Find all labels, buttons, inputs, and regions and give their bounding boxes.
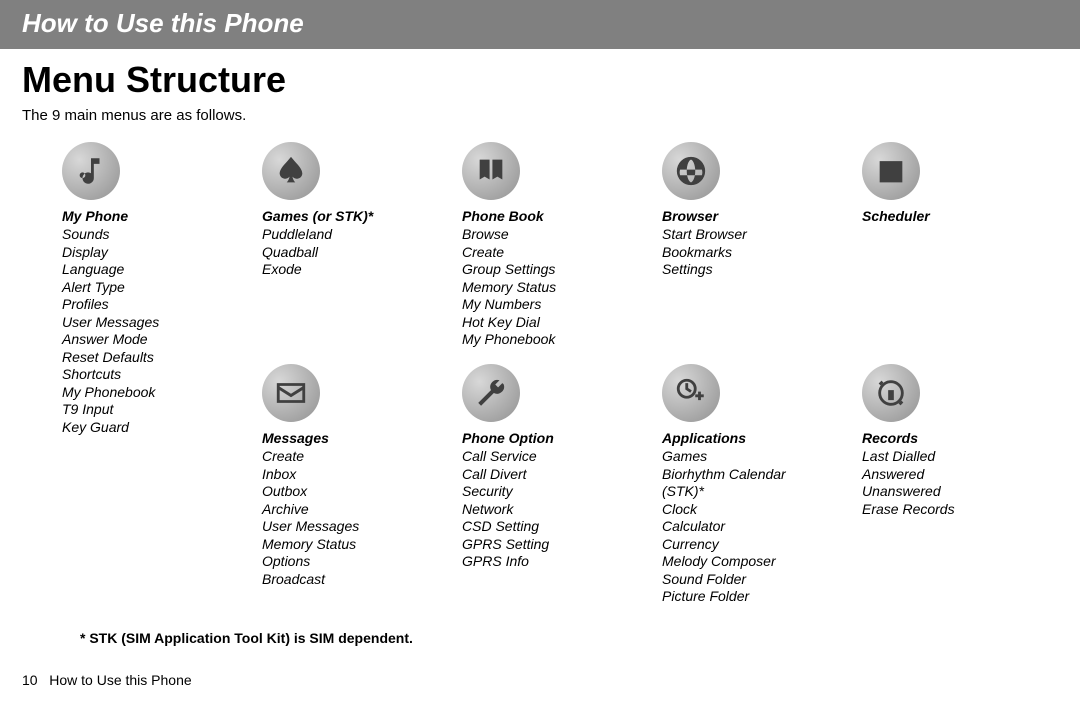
menu-grid: My Phone Sounds Display Language Alert T… — [22, 142, 1058, 622]
list-item: Quadball — [262, 244, 373, 262]
clock-plus-minus-icon — [662, 364, 720, 422]
page-title: Menu Structure — [22, 59, 1058, 101]
menu-phonebook: Phone Book Browse Create Group Settings … — [462, 142, 556, 349]
page-subtitle: The 9 main menus are as follows. — [22, 107, 1058, 124]
list-item: Display — [62, 244, 159, 262]
list-item: Broadcast — [262, 571, 359, 589]
globe-icon — [662, 142, 720, 200]
list-item: Answered — [862, 466, 955, 484]
list-item: Archive — [262, 501, 359, 519]
info-arrows-icon — [862, 364, 920, 422]
menu-myphone: My Phone Sounds Display Language Alert T… — [62, 142, 159, 436]
list-item: Security — [462, 483, 554, 501]
page-number: 10 — [22, 672, 38, 688]
list-item: Currency — [662, 536, 786, 554]
envelope-icon — [262, 364, 320, 422]
menu-title: Browser — [662, 208, 747, 224]
list-item: Clock — [662, 501, 786, 519]
list-item: Alert Type — [62, 279, 159, 297]
menu-phoneoption: Phone Option Call Service Call Divert Se… — [462, 364, 554, 571]
list-item: Profiles — [62, 296, 159, 314]
menu-title: Phone Option — [462, 430, 554, 446]
list-item: Last Dialled — [862, 448, 955, 466]
list-item: Options — [262, 553, 359, 571]
menu-scheduler: Scheduler — [862, 142, 930, 226]
list-item: User Messages — [62, 314, 159, 332]
menu-messages: Messages Create Inbox Outbox Archive Use… — [262, 364, 359, 588]
list-item: Puddleland — [262, 226, 373, 244]
list-item: Reset Defaults — [62, 349, 159, 367]
list-item: Unanswered — [862, 483, 955, 501]
spade-icon — [262, 142, 320, 200]
wrench-icon — [462, 364, 520, 422]
menu-title: Applications — [662, 430, 786, 446]
menu-items: Browse Create Group Settings Memory Stat… — [462, 226, 556, 349]
section-header: How to Use this Phone — [0, 0, 1080, 49]
list-item: Picture Folder — [662, 588, 786, 606]
menu-items: Last Dialled Answered Unanswered Erase R… — [862, 448, 955, 518]
list-item: Network — [462, 501, 554, 519]
menu-items: Puddleland Quadball Exode — [262, 226, 373, 279]
list-item: Key Guard — [62, 419, 159, 437]
menu-title: My Phone — [62, 208, 159, 224]
list-item: T9 Input — [62, 401, 159, 419]
page-content: Menu Structure The 9 main menus are as f… — [0, 49, 1080, 646]
list-item: Biorhythm Calendar — [662, 466, 786, 484]
menu-records: Records Last Dialled Answered Unanswered… — [862, 364, 955, 518]
list-item: Call Divert — [462, 466, 554, 484]
list-item: (STK)* — [662, 483, 786, 501]
book-icon — [462, 142, 520, 200]
list-item: Bookmarks — [662, 244, 747, 262]
list-item: GPRS Info — [462, 553, 554, 571]
menu-items: Games Biorhythm Calendar (STK)* Clock Ca… — [662, 448, 786, 606]
list-item: GPRS Setting — [462, 536, 554, 554]
list-item: Exode — [262, 261, 373, 279]
menu-title: Records — [862, 430, 955, 446]
list-item: My Numbers — [462, 296, 556, 314]
list-item: Start Browser — [662, 226, 747, 244]
list-item: Hot Key Dial — [462, 314, 556, 332]
footer-text: How to Use this Phone — [49, 672, 191, 688]
list-item: Erase Records — [862, 501, 955, 519]
list-item: Answer Mode — [62, 331, 159, 349]
menu-title: Scheduler — [862, 208, 930, 224]
list-item: Memory Status — [262, 536, 359, 554]
list-item: Language — [62, 261, 159, 279]
music-notes-icon — [62, 142, 120, 200]
list-item: Calculator — [662, 518, 786, 536]
list-item: Outbox — [262, 483, 359, 501]
page-footer: 10 How to Use this Phone — [22, 672, 192, 688]
list-item: Group Settings — [462, 261, 556, 279]
list-item: CSD Setting — [462, 518, 554, 536]
list-item: My Phonebook — [62, 384, 159, 402]
menu-items: Sounds Display Language Alert Type Profi… — [62, 226, 159, 436]
menu-title: Phone Book — [462, 208, 556, 224]
menu-items: Start Browser Bookmarks Settings — [662, 226, 747, 279]
menu-items: Call Service Call Divert Security Networ… — [462, 448, 554, 571]
list-item: Shortcuts — [62, 366, 159, 384]
list-item: Settings — [662, 261, 747, 279]
menu-games: Games (or STK)* Puddleland Quadball Exod… — [262, 142, 373, 279]
list-item: Inbox — [262, 466, 359, 484]
list-item: Create — [462, 244, 556, 262]
section-title: How to Use this Phone — [22, 8, 1058, 39]
calendar-icon — [862, 142, 920, 200]
menu-applications: Applications Games Biorhythm Calendar (S… — [662, 364, 786, 606]
list-item: Browse — [462, 226, 556, 244]
list-item: My Phonebook — [462, 331, 556, 349]
footnote: * STK (SIM Application Tool Kit) is SIM … — [80, 630, 1058, 646]
list-item: Call Service — [462, 448, 554, 466]
list-item: Sound Folder — [662, 571, 786, 589]
menu-title: Games (or STK)* — [262, 208, 373, 224]
list-item: Games — [662, 448, 786, 466]
list-item: Sounds — [62, 226, 159, 244]
list-item: User Messages — [262, 518, 359, 536]
list-item: Melody Composer — [662, 553, 786, 571]
list-item: Create — [262, 448, 359, 466]
menu-title: Messages — [262, 430, 359, 446]
menu-browser: Browser Start Browser Bookmarks Settings — [662, 142, 747, 279]
menu-items: Create Inbox Outbox Archive User Message… — [262, 448, 359, 588]
list-item: Memory Status — [462, 279, 556, 297]
